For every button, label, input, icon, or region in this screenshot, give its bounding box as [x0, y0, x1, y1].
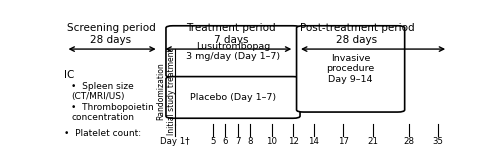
Text: •  Platelet count:: • Platelet count:: [64, 129, 142, 138]
Text: IC: IC: [64, 70, 75, 80]
Text: Placebo (Day 1–7): Placebo (Day 1–7): [190, 93, 276, 102]
Text: Post-treatment period
28 days: Post-treatment period 28 days: [300, 23, 414, 45]
Text: 12: 12: [288, 137, 298, 146]
FancyBboxPatch shape: [166, 77, 300, 118]
Text: •  Thrombopoietin
concentration: • Thrombopoietin concentration: [72, 103, 154, 122]
Text: 7: 7: [235, 137, 240, 146]
Text: 14: 14: [308, 137, 319, 146]
Text: Randomization
Initial study treatment: Randomization Initial study treatment: [156, 48, 176, 135]
FancyBboxPatch shape: [296, 26, 405, 112]
Text: Lusutrombopag
3 mg/day (Day 1–7): Lusutrombopag 3 mg/day (Day 1–7): [186, 42, 280, 61]
Text: 6: 6: [222, 137, 228, 146]
Text: 28: 28: [403, 137, 414, 146]
Text: 10: 10: [266, 137, 277, 146]
Text: Screening period
28 days: Screening period 28 days: [66, 23, 156, 45]
Text: Day 1†: Day 1†: [160, 137, 190, 146]
Text: 35: 35: [432, 137, 443, 146]
FancyBboxPatch shape: [166, 26, 300, 77]
Text: 5: 5: [210, 137, 216, 146]
Text: 8: 8: [248, 137, 253, 146]
Text: 17: 17: [338, 137, 349, 146]
Text: 21: 21: [367, 137, 378, 146]
Text: Invasive
procedure
Day 9–14: Invasive procedure Day 9–14: [326, 54, 374, 84]
Text: Treatment period
7 days: Treatment period 7 days: [186, 23, 276, 45]
Text: •  Spleen size
(CT/MRI/US): • Spleen size (CT/MRI/US): [72, 81, 134, 101]
